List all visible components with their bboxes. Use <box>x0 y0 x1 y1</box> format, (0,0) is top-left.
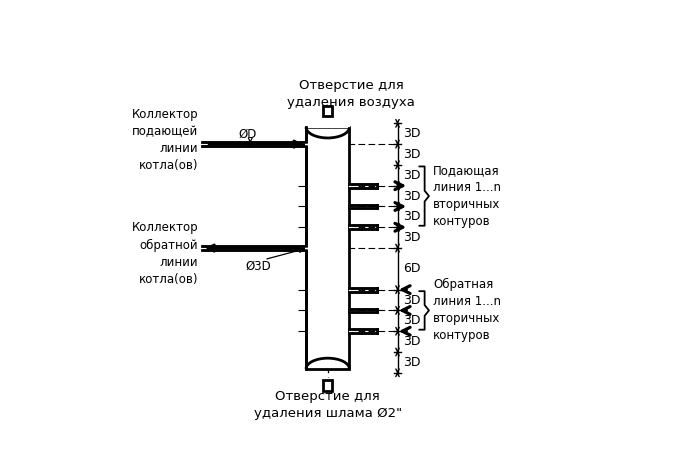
Text: 3D: 3D <box>403 314 421 327</box>
Text: 3D: 3D <box>403 231 421 244</box>
Text: ØD: ØD <box>239 128 257 141</box>
Text: 3D: 3D <box>403 127 421 140</box>
Bar <box>323 106 332 116</box>
Text: Обратная
линия 1...n
вторичных
контуров: Обратная линия 1...n вторичных контуров <box>433 278 501 343</box>
Bar <box>349 329 355 334</box>
Bar <box>349 225 355 230</box>
Text: Ø3D: Ø3D <box>245 260 271 273</box>
Bar <box>323 380 332 390</box>
Text: 3D: 3D <box>403 148 421 161</box>
Text: 3D: 3D <box>403 210 421 223</box>
Text: 3D: 3D <box>403 169 421 182</box>
Bar <box>306 127 349 369</box>
Bar <box>349 204 355 209</box>
Text: Коллектор
обратной
линии
котла(ов): Коллектор обратной линии котла(ов) <box>132 221 198 286</box>
Bar <box>349 308 355 313</box>
Text: 6D: 6D <box>403 263 421 275</box>
Text: 3D: 3D <box>403 335 421 348</box>
Bar <box>304 141 307 147</box>
Text: Отверстие для
удаления шлама Ø2": Отверстие для удаления шлама Ø2" <box>253 390 402 420</box>
Bar <box>349 287 355 292</box>
Text: Коллектор
подающей
линии
котла(ов): Коллектор подающей линии котла(ов) <box>132 108 198 172</box>
Text: 3D: 3D <box>403 294 421 307</box>
Bar <box>304 245 307 251</box>
Text: Подающая
линия 1...n
вторичных
контуров: Подающая линия 1...n вторичных контуров <box>433 164 501 228</box>
Text: 3D: 3D <box>403 189 421 203</box>
Bar <box>349 183 355 188</box>
Text: Отверстие для
удаления воздуха: Отверстие для удаления воздуха <box>287 80 415 109</box>
Text: 3D: 3D <box>403 356 421 369</box>
